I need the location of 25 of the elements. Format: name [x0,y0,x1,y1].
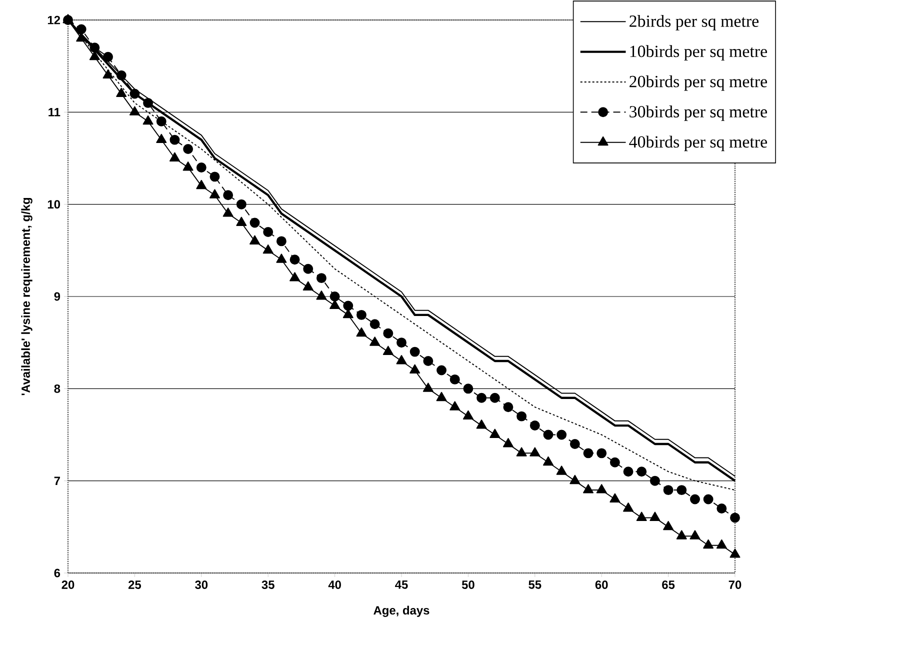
x-tick-label: 55 [528,580,542,589]
legend-label: 20birds per sq metre [630,75,767,91]
legend-label: 40birds per sq metre [629,136,767,152]
x-tick-label: 40 [328,580,341,589]
y-tick-label: 7 [54,476,60,485]
x-axis-title: Age, days [374,606,430,617]
y-tick-label: 11 [48,108,60,116]
legend-label: 2birds per sq metre [630,14,759,30]
y-axis-title: 'Available' lysine requirement, g/kg [21,198,32,396]
y-tick-label: 12 [48,16,60,24]
x-tick-label: 45 [395,580,408,589]
legend-label: 30birds per sq metre [630,106,767,121]
x-tick-label: 70 [728,580,742,589]
y-tick-label: 6 [54,568,60,578]
x-tick-label: 25 [128,580,142,589]
y-tick-label: 8 [54,384,60,393]
x-tick-label: 35 [262,580,274,589]
x-tick-label: 50 [462,580,474,589]
legend-label: 10birds per sq metre [630,45,767,61]
y-tick-label: 9 [54,292,60,301]
x-tick-label: 30 [195,580,208,589]
x-tick-label: 65 [662,580,675,589]
x-tick-label: 20 [62,580,74,589]
y-tick-label: 10 [48,200,60,209]
x-tick-label: 60 [595,580,608,589]
